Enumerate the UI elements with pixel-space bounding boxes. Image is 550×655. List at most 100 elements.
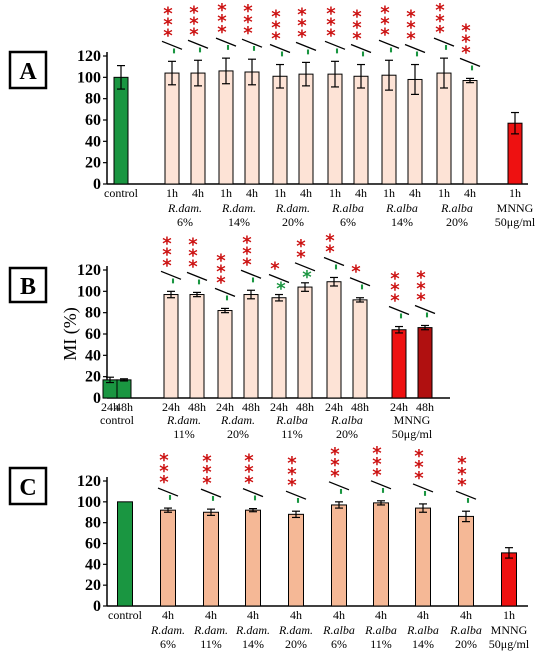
significance-red-star: * [414,446,424,467]
bar [353,75,369,185]
bar [391,329,407,399]
x-time-label: 48h [188,400,206,414]
significance-green-mark: ' [196,276,202,297]
y-tick-label: 80 [85,305,101,322]
x-agent-label: R.alba [322,623,355,637]
x-time-label: 24h [216,400,234,414]
y-tick-label: 60 [85,326,101,343]
x-time-label: 4h [192,186,204,200]
x-agent-label: R.dam. [221,201,256,215]
significance-red-star: * [380,13,390,34]
significance-red-star: * [326,3,336,24]
significance-red-star: * [297,4,307,25]
significance-red-star: * [163,25,173,46]
y-tick-label: 100 [77,283,101,300]
significance-line [433,37,455,47]
panel-letter-box [8,466,48,506]
significance-line [350,43,372,54]
x-time-label: control [104,186,139,200]
significance-red-star: * [216,261,226,282]
significance-red-star: * [297,15,307,36]
significance-green-mark: ' [279,49,285,70]
x-dose-label: 20% [336,427,358,441]
significance-red-star: * [244,462,254,483]
significance-red-star: * [159,450,169,471]
significance-red-star: * [390,269,400,290]
panel-letter: B [20,274,36,300]
x-time-label: 4h [247,608,259,622]
panel-letter-box [8,266,48,304]
significance-red-star: * [406,7,416,28]
significance-red-star: * [457,475,467,496]
significance-red-star: * [390,280,400,301]
bar [417,327,433,399]
x-agent-label: R.dam. [235,623,270,637]
bar [272,75,288,185]
significance-red-star: * [330,444,340,465]
significance-line [160,270,182,280]
x-dose-label: 14% [228,215,250,229]
panel-letter: C [19,475,36,501]
x-agent-label: R.dam. [193,623,228,637]
significance-red-star: * [162,233,172,254]
y-tick-label: 20 [85,155,101,172]
x-agent-label: control [100,413,135,427]
bar [164,72,180,185]
panel-letter: A [19,59,37,85]
significance-red-star: * [242,254,252,275]
y-tick-label: 100 [77,494,101,511]
significance-green-mark: ' [167,492,173,513]
x-agent-label: R.dam. [166,413,201,427]
significance-green-mark: ' [414,49,420,70]
y-tick-label: 0 [93,390,101,407]
y-tick-label: 120 [77,473,101,490]
panel-C: C020406080100120control'***4hR.dam.6%'**… [8,443,530,651]
x-time-label: 48h [351,400,369,414]
significance-line [459,57,481,68]
bar [458,515,474,607]
x-agent-label: MNNG [394,413,431,427]
x-time-label: 4h [464,186,476,200]
x-time-label: 24h [162,400,180,414]
significance-line [370,480,392,490]
x-time-label: control [108,608,143,622]
bar [462,80,478,185]
x-time-label: 48h [115,400,133,414]
bar [243,294,259,399]
significance-red-star: * [330,466,340,487]
x-agent-label: MNNG [491,623,528,637]
significance-red-star: * [287,475,297,496]
significance-red-star: * [326,14,336,35]
x-agent-label: R.alba [385,201,418,215]
significance-red-star: * [435,22,445,43]
y-tick-label: 40 [85,556,101,573]
x-time-label: 1h [220,186,232,200]
y-tick-label: 80 [85,91,101,108]
significance-red-star: * [461,20,471,41]
significance-green-mark: ' [359,282,365,303]
x-agent-label: R.dam. [278,623,313,637]
x-time-label: 24h [390,400,408,414]
significance-red-star: * [414,457,424,478]
x-agent-label: R.dam. [220,413,255,427]
significance-red-star: * [202,473,212,494]
y-tick-label: 80 [85,515,101,532]
y-tick-label: 40 [85,133,101,150]
significance-green-mark: ' [398,311,404,332]
bar [160,509,176,607]
significance-red-star: * [244,451,254,472]
panel-letter-box [8,50,48,90]
bar [288,513,304,607]
significance-line [328,481,350,491]
significance-red-star: * [461,31,471,52]
significance-line [294,262,316,272]
bar [297,286,313,399]
significance-green-mark: ' [333,261,339,282]
significance-red-star: * [271,7,281,28]
significance-line [388,305,410,316]
y-tick-label: 60 [85,536,101,553]
significance-red-star: * [416,267,426,288]
x-agent-label: R.dam. [275,201,310,215]
x-dose-label: 50μg/ml [392,427,433,441]
